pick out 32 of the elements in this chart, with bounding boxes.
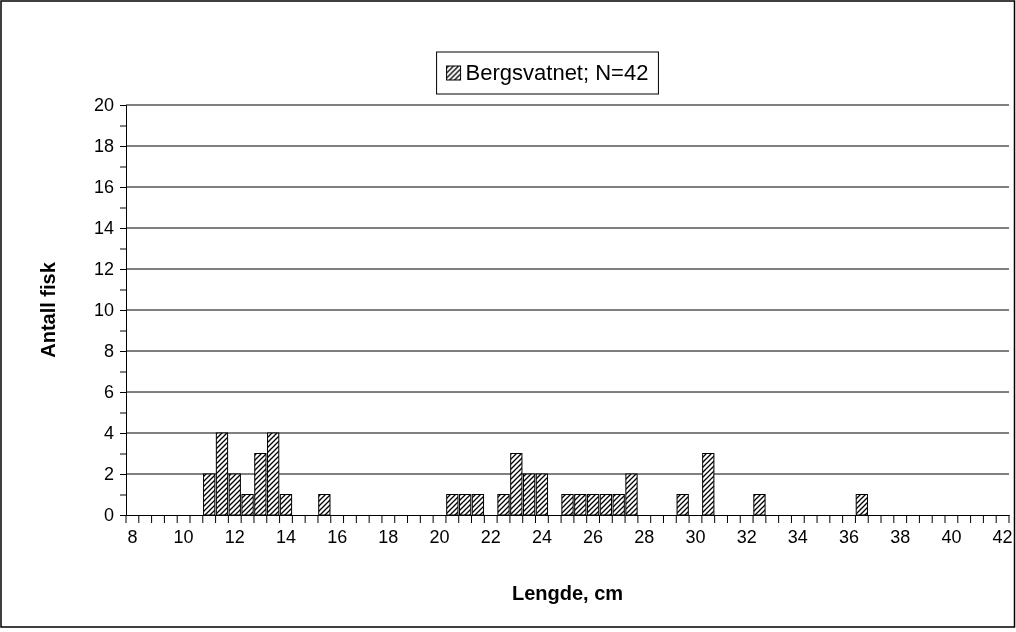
y-tick-label: 14 [93,218,114,239]
x-tick-label: 14 [275,526,296,547]
y-tick-label: 4 [103,423,114,444]
x-tick-label: 32 [736,526,757,547]
y-tick-label: 8 [103,341,114,362]
y-tick-label: 16 [93,177,114,198]
x-tick-label: 8 [127,526,138,547]
x-tick-label: 24 [531,526,552,547]
x-tick-label: 36 [839,526,860,547]
y-tick-label: 12 [93,259,114,280]
x-axis-title: Lengde, cm [511,582,624,604]
x-tick-label: 12 [224,526,245,547]
x-tick-label: 20 [429,526,450,547]
y-tick-label: 2 [103,464,114,485]
x-tick-label: 42 [992,526,1013,547]
x-tick-label: 26 [583,526,604,547]
x-tick-label: 18 [378,526,399,547]
x-tick-label: 38 [890,526,911,547]
x-tick-label: 28 [634,526,655,547]
y-tick-label: 0 [103,505,114,526]
x-tick-label: 22 [480,526,501,547]
y-tick-label: 6 [103,382,114,403]
y-tick-label: 20 [93,95,114,116]
y-tick-label: 18 [93,136,114,157]
x-tick-label: 16 [327,526,348,547]
x-tick-label: 10 [173,526,194,547]
y-axis-title: Antall fisk [37,261,59,358]
x-tick-label: 40 [941,526,962,547]
y-tick-label: 10 [93,300,114,321]
x-tick-label: 34 [787,526,808,547]
legend-label: Bergsvatnet; N=42 [465,60,649,85]
x-tick-label: 30 [685,526,706,547]
